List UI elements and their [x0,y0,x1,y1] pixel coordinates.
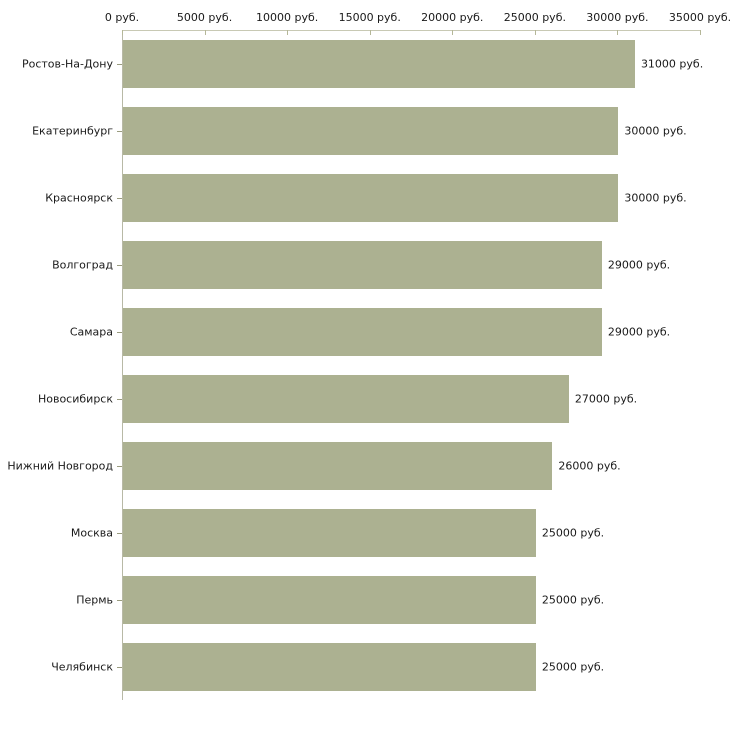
category-label-text: Ростов-На-Дону [21,57,113,70]
x-axis-tick [534,30,536,35]
bar-value-label: 30000 руб. [624,191,687,204]
y-axis-category-label: Екатеринбург [0,124,113,144]
x-axis-tick-label: 10000 руб. [256,11,319,24]
bar[interactable] [123,441,553,490]
y-axis-category-label: Волгоград [0,258,113,278]
y-axis-tick [117,599,122,601]
x-axis-tick [700,30,701,35]
bar-value-label: 26000 руб. [558,459,621,472]
y-axis-category-label: Самара [0,325,113,345]
x-axis-tick-label: 25000 руб. [503,11,566,24]
y-axis-category-label: Пермь [0,593,113,613]
category-label-text: Красноярск [45,191,113,204]
category-label-text: Волгоград [52,258,113,271]
x-axis-tick-label: 0 руб. [104,11,140,24]
bar[interactable] [123,240,602,289]
y-axis-tick [117,465,122,467]
x-axis-tick-label: 30000 руб. [586,11,649,24]
y-axis-category-label: Нижний Новгород [0,459,113,479]
category-label-text: Екатеринбург [32,124,113,137]
bar[interactable] [123,39,635,88]
x-axis-tick [452,30,454,35]
y-axis-line [122,30,123,700]
x-axis-tick [617,30,619,35]
category-label-text: Москва [70,526,113,539]
x-axis-tick-label: 20000 руб. [421,11,484,24]
bar-value-label: 27000 руб. [574,392,638,405]
bar-value-label: 31000 руб. [640,57,704,70]
x-axis-tick-label: 15000 руб. [338,11,401,24]
bar-value-label: 29000 руб. [607,258,671,271]
y-axis-tick [117,331,122,333]
category-label-text: Нижний Новгород [7,459,113,472]
y-axis-tick [117,666,122,668]
y-axis-tick [117,63,122,65]
x-axis-tick-label: 35000 руб. [668,11,730,24]
bar[interactable] [123,508,536,557]
x-axis-line [122,30,700,31]
x-axis-tick [122,30,123,35]
y-axis-category-label: Челябинск [0,660,113,680]
bar[interactable] [123,642,536,691]
x-axis-tick [204,30,206,35]
bar-value-label: 25000 руб. [541,526,605,539]
y-axis-category-label: Новосибирск [0,392,113,412]
bar-value-label: 30000 руб. [624,124,687,137]
bar[interactable] [123,575,536,624]
y-axis-tick [117,532,122,534]
bar[interactable] [123,173,619,222]
y-axis-category-label: Ростов-На-Дону [0,57,113,77]
x-axis-tick-label: 5000 руб. [176,11,233,24]
y-axis-tick [117,264,122,266]
category-label-text: Пермь [76,593,113,606]
category-label-text: Новосибирск [37,392,113,405]
y-axis-tick [117,130,122,132]
x-axis-tick [287,30,289,35]
bar[interactable] [123,374,569,423]
category-label-text: Челябинск [51,660,113,673]
x-axis-tick [369,30,371,35]
y-axis-category-label: Москва [0,526,113,546]
y-axis-tick [117,398,122,400]
bar-value-label: 25000 руб. [541,593,605,606]
bar-value-label: 25000 руб. [541,660,605,673]
category-label-text: Самара [69,325,113,338]
bar[interactable] [123,106,619,155]
bar-value-label: 29000 руб. [607,325,671,338]
bar[interactable] [123,307,602,356]
y-axis-tick [117,197,122,199]
y-axis-category-label: Красноярск [0,191,113,211]
